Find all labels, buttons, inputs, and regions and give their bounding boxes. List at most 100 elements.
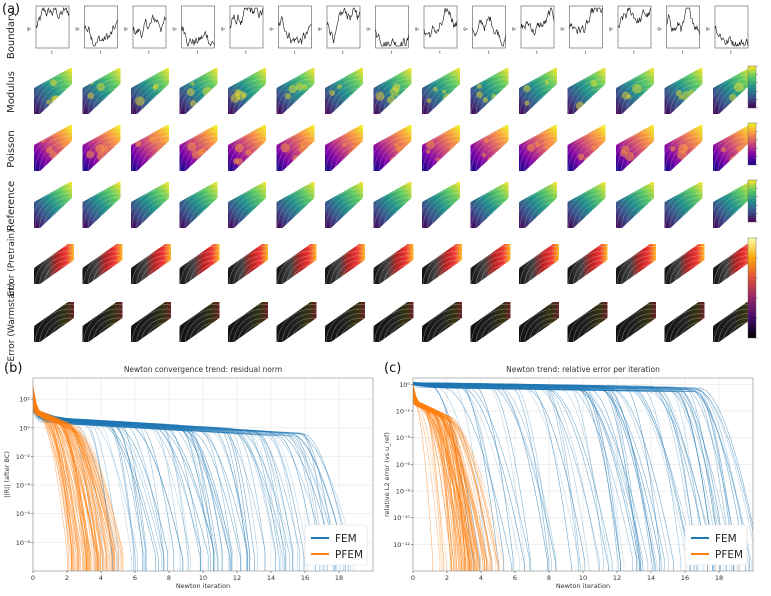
x-axis-label: Newton iteration: [176, 582, 230, 590]
pfem-series-line: [413, 384, 471, 571]
boundary-plot: g₀ t: [512, 5, 555, 55]
y-tick-label: 10⁻⁶: [396, 461, 411, 469]
x-tick-label: 0: [31, 574, 35, 582]
pfem-series-line: [33, 387, 96, 571]
pfem-series-line: [33, 388, 86, 571]
boundary-ylabel: g₀: [75, 26, 80, 31]
panel-c-chart: 10⁰ 10⁻² 10⁻⁴ 10⁻⁶ 10⁻⁸ 10⁻¹⁰ 10⁻¹² 0 2 4 6 8 10 12 14…: [383, 365, 754, 590]
panel-a-grid: g₀tg₀tg₀tg₀tg₀tg₀tg₀tg₀tg₀tg₀tg₀tg₀tg₀tg…: [27, 5, 758, 342]
y-tick-label: 10⁻⁴: [16, 482, 31, 490]
y-tick-label: 10⁻⁸: [396, 488, 411, 496]
pfem-series-line: [413, 385, 485, 571]
boundary-plot: g₀ t: [269, 5, 312, 55]
x-tick-label: 14: [647, 574, 655, 582]
boundary-plot: g₀ t: [366, 5, 409, 55]
boundary-ylabel: g₀: [318, 26, 323, 31]
boundary-plot: g₀ t: [27, 5, 70, 55]
pfem-series-line: [413, 386, 470, 571]
y-axis-label: ||R|| (after BC): [3, 451, 11, 498]
x-axis-label: Newton iteration: [556, 582, 610, 590]
fem-series-line: [413, 383, 660, 571]
boundary-ylabel: g₀: [657, 26, 662, 31]
pfem-series-line: [413, 385, 478, 571]
fem-series-line: [413, 383, 557, 571]
y-tick-label: 10⁻¹⁰: [393, 514, 410, 522]
y-tick-label: 10⁻²: [16, 453, 31, 461]
x-tick-label: 0: [411, 574, 415, 582]
boundary-plot: g₀ t: [172, 5, 215, 55]
boundary-xlabel: t: [536, 50, 538, 55]
boundary-xlabel: t: [342, 50, 344, 55]
boundary-ylabel: g₀: [463, 26, 468, 31]
boundary-ylabel: g₀: [415, 26, 420, 31]
boundary-ylabel: g₀: [172, 26, 177, 31]
boundary-xlabel: t: [633, 50, 635, 55]
boundary-plot: g₀ t: [560, 5, 603, 55]
pfem-series-line: [33, 386, 107, 571]
row-label-reference: Reference: [6, 181, 17, 231]
fem-series-line: [33, 410, 322, 571]
pfem-series-line: [33, 386, 79, 571]
boundary-ylabel: g₀: [706, 26, 711, 31]
y-tick-label: 10⁰: [19, 424, 30, 432]
fem-series-line: [413, 383, 643, 571]
y-tick-label: 10⁻²: [396, 408, 411, 416]
row-label-error-warmstart: Error (Warmstart): [7, 283, 17, 362]
pfem-series-line: [413, 385, 463, 571]
fem-series-line: [413, 382, 604, 571]
poisson-field: [179, 125, 218, 171]
boundary-plot: g₀ t: [124, 5, 167, 55]
x-tick-label: 10: [579, 574, 587, 582]
chart-title: Newton convergence trend: residual norm: [124, 365, 282, 374]
pfem-series-line: [33, 386, 95, 571]
boundary-xlabel: t: [148, 50, 150, 55]
boundary-xlabel: t: [730, 50, 732, 55]
legend-label-fem: FEM: [715, 533, 737, 545]
boundary-xlabel: t: [294, 50, 296, 55]
boundary-ylabel: g₀: [512, 26, 517, 31]
pfem-series-line: [413, 386, 484, 571]
x-tick-label: 16: [301, 574, 309, 582]
colorbar: [747, 65, 757, 109]
x-tick-label: 6: [513, 574, 517, 582]
boundary-plot: g₀ t: [463, 5, 506, 55]
pfem-series-line: [33, 388, 87, 571]
boundary-ylabel: g₀: [560, 26, 565, 31]
fem-series-line: [33, 409, 214, 571]
boundary-plot: g₀ t: [221, 5, 264, 55]
row-labels: Boundary Modulus Poisson Reference Error…: [6, 11, 17, 362]
fem-series-line: [33, 411, 232, 571]
pfem-series-line: [33, 388, 120, 571]
fem-series-line: [33, 408, 189, 571]
boundary-xlabel: t: [682, 50, 684, 55]
row-label-modulus: Modulus: [6, 71, 17, 113]
boundary-ylabel: g₀: [221, 26, 226, 31]
pfem-series-line: [413, 386, 485, 571]
boundary-plot: g₀ t: [415, 5, 458, 55]
fem-series-line: [33, 410, 316, 571]
fem-series-line: [33, 410, 282, 571]
row-label-error-pretrain: Error (Pretrain): [7, 229, 17, 296]
boundary-xlabel: t: [245, 50, 247, 55]
legend-label-pfem: PFEM: [715, 549, 743, 561]
y-axis-label: relative L2 error (vs u_ref): [383, 432, 391, 517]
fem-series-line: [413, 384, 727, 571]
pfem-series-line: [413, 384, 488, 571]
fem-series-line: [413, 382, 662, 571]
y-tick-label: 10⁻¹²: [393, 541, 410, 549]
boundary-xlabel: t: [439, 50, 441, 55]
y-tick-label: 10²: [19, 396, 30, 404]
chart-title: Newton trend: relative error per iterati…: [506, 365, 660, 374]
y-tick-label: 10⁻⁶: [16, 510, 31, 518]
fem-series-line: [413, 383, 750, 571]
x-tick-label: 8: [167, 574, 171, 582]
boundary-xlabel: t: [488, 50, 490, 55]
panel-label-c: (c): [384, 361, 401, 376]
x-tick-label: 2: [65, 574, 69, 582]
legend: FEM PFEM: [304, 524, 368, 566]
fem-series-line: [413, 382, 641, 571]
boundary-xlabel: t: [391, 50, 393, 55]
x-tick-label: 18: [335, 574, 343, 582]
colorbar: [747, 237, 757, 339]
